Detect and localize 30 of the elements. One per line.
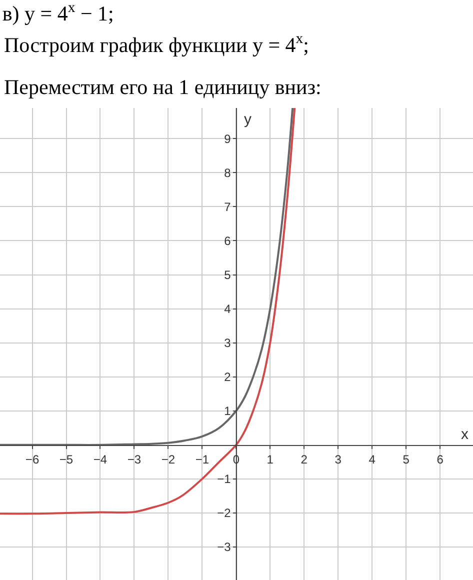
x-tick-label: −4	[93, 452, 108, 466]
y-tick-label: −2	[217, 506, 232, 520]
y-tick-label: 3	[224, 336, 232, 350]
y-axis-title: y	[244, 111, 252, 128]
x-tick-label: −6	[25, 452, 40, 466]
x-tick-label: −1	[195, 452, 210, 466]
x-axis-title: x	[461, 426, 469, 443]
y-tick-label: 6	[224, 234, 232, 248]
y-tick-label: 9	[224, 132, 232, 146]
y-tick-label: 1	[224, 404, 232, 418]
line-series	[0, 108, 296, 515]
y-tick-label: 2	[224, 370, 232, 384]
x-tick-label: 6	[436, 452, 444, 466]
line-series	[0, 108, 294, 446]
x-tick-label: 1	[266, 452, 274, 466]
chart-subtitle: Построим график функции y = 4$^{x}$; Переместим его на 1 единицу вниз:	[4, 31, 322, 99]
y-tick-label: 7	[224, 200, 232, 214]
x-tick-label: 2	[300, 452, 308, 466]
x-tick-label: 4	[368, 452, 376, 466]
x-tick-label: −5	[59, 452, 74, 466]
x-tick-label: 3	[334, 452, 342, 466]
chart-title: в) y = 4$^{x}$ − 1;	[2, 0, 114, 26]
y-tick-label: −1	[217, 472, 232, 486]
x-tick-label: 5	[402, 452, 410, 466]
y-tick-label: 5	[224, 268, 232, 282]
y-tick-label: −3	[217, 540, 232, 554]
y-tick-label: 4	[224, 302, 232, 316]
x-tick-label: −3	[127, 452, 142, 466]
y-tick-label: 8	[224, 166, 232, 180]
x-tick-label: −2	[161, 452, 176, 466]
